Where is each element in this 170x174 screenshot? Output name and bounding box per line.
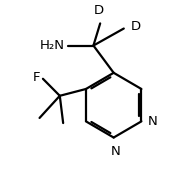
Text: H₂N: H₂N <box>40 39 65 52</box>
Text: N: N <box>110 145 120 158</box>
Text: N: N <box>147 115 157 128</box>
Text: D: D <box>94 4 104 17</box>
Text: D: D <box>131 20 141 33</box>
Text: F: F <box>33 71 40 84</box>
